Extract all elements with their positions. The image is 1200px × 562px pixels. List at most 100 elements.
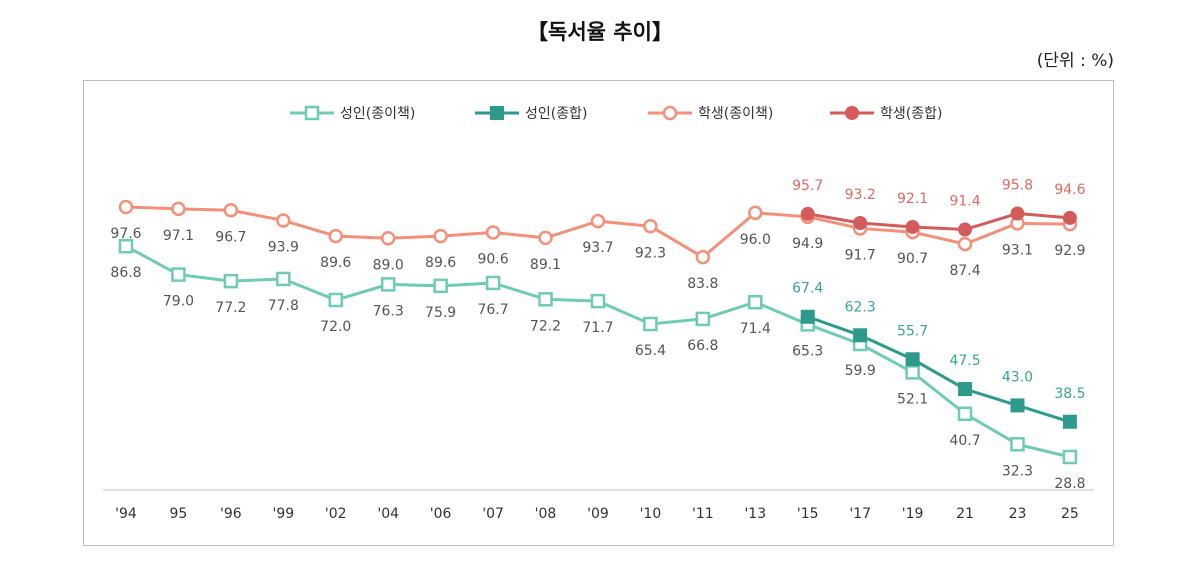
- data-point: [643, 316, 658, 332]
- data-label: 91.4: [949, 194, 980, 210]
- data-label: 94.6: [1054, 182, 1085, 198]
- legend-marker: [662, 105, 678, 121]
- data-point: [538, 230, 553, 246]
- x-tick-label: '17: [849, 506, 871, 522]
- x-tick-label: '06: [430, 506, 452, 522]
- data-point: [485, 275, 501, 291]
- data-label: 96.0: [740, 232, 771, 248]
- data-label: 93.9: [268, 239, 299, 255]
- data-label: 83.8: [687, 276, 718, 292]
- data-point: [276, 213, 291, 228]
- data-point: [800, 309, 815, 324]
- data-point: [695, 249, 711, 265]
- data-point: [380, 277, 396, 292]
- data-label: 92.1: [897, 191, 928, 207]
- data-point: [1062, 414, 1077, 429]
- x-tick-label: '09: [587, 506, 609, 522]
- data-point: [590, 213, 606, 229]
- series-line: [125, 244, 1071, 459]
- data-point: [1010, 398, 1025, 413]
- x-tick-label: '19: [902, 506, 924, 522]
- data-label: 66.8: [687, 338, 718, 354]
- data-label: 65.4: [635, 343, 666, 359]
- series-line: [807, 315, 1071, 424]
- data-label: 86.8: [110, 265, 141, 281]
- data-label: 94.9: [792, 236, 823, 252]
- data-label: 93.1: [1002, 242, 1033, 258]
- x-tick-label: 95: [170, 506, 188, 522]
- data-label: 76.7: [477, 302, 508, 318]
- data-point: [433, 228, 448, 244]
- data-label: 72.2: [530, 318, 561, 334]
- data-point: [380, 231, 396, 246]
- data-label: 77.8: [268, 298, 299, 314]
- data-label: 76.3: [373, 303, 404, 319]
- data-point: [1010, 206, 1025, 221]
- x-tick-label: 23: [1009, 506, 1027, 522]
- data-label: 28.8: [1054, 476, 1085, 492]
- data-point: [905, 352, 920, 367]
- legend-label: 성인(종합): [525, 106, 587, 122]
- data-label: 79.0: [163, 294, 194, 310]
- x-tick-label: '15: [797, 506, 819, 522]
- data-label: 92.9: [1054, 243, 1085, 259]
- x-tick-label: 25: [1061, 506, 1079, 522]
- data-point: [118, 199, 134, 215]
- data-label: 87.4: [949, 263, 980, 279]
- data-label: 38.5: [1054, 386, 1085, 402]
- data-point: [905, 219, 920, 234]
- data-label: 89.1: [530, 257, 561, 273]
- data-label: 77.2: [215, 300, 246, 316]
- data-point: [276, 271, 291, 287]
- data-point: [171, 267, 186, 282]
- data-point: [433, 278, 448, 294]
- data-point: [800, 206, 815, 221]
- data-point: [485, 225, 501, 240]
- chart-title: 【독서율 추이】: [527, 20, 673, 44]
- data-label: 91.7: [845, 247, 876, 263]
- chart-frame: [83, 80, 1114, 546]
- x-tick-label: '08: [535, 506, 557, 522]
- legend-marker: [304, 105, 320, 121]
- data-label: 89.6: [320, 255, 351, 271]
- data-point: [748, 294, 763, 310]
- data-label: 47.5: [949, 353, 980, 369]
- data-label: 75.9: [425, 305, 456, 321]
- data-label: 95.8: [1002, 178, 1033, 194]
- data-point: [328, 228, 344, 244]
- x-tick-label: '07: [482, 506, 504, 522]
- legend-label: 학생(종합): [880, 106, 942, 122]
- data-label: 65.3: [792, 343, 823, 359]
- data-label: 67.4: [792, 281, 823, 297]
- data-label: 93.7: [582, 240, 613, 256]
- data-point: [1062, 449, 1078, 465]
- data-label: 95.7: [792, 178, 823, 194]
- x-tick-label: '04: [377, 506, 399, 522]
- x-tick-label: '02: [325, 506, 347, 522]
- x-tick-label: '94: [115, 506, 137, 522]
- data-label: 43.0: [1002, 369, 1033, 385]
- data-label: 93.2: [845, 187, 876, 203]
- data-label: 90.7: [897, 251, 928, 267]
- legend-marker: [845, 106, 859, 120]
- data-point: [223, 273, 239, 289]
- data-label: 97.6: [110, 226, 141, 242]
- x-tick-label: '96: [220, 506, 242, 522]
- data-label: 72.0: [320, 319, 351, 335]
- data-label: 55.7: [897, 323, 928, 339]
- x-tick-label: '13: [744, 506, 766, 522]
- data-point: [958, 382, 973, 397]
- data-label: 97.1: [163, 228, 194, 244]
- data-label: 62.3: [845, 299, 876, 315]
- data-label: 59.9: [845, 363, 876, 379]
- data-label: 92.3: [635, 245, 666, 261]
- data-point: [1062, 210, 1077, 225]
- data-point: [853, 328, 868, 343]
- unit-label: (단위 : %): [1036, 51, 1114, 71]
- data-point: [695, 311, 711, 327]
- data-point: [223, 203, 239, 218]
- data-point: [853, 215, 868, 230]
- data-label: 71.7: [582, 320, 613, 336]
- data-point: [957, 236, 973, 252]
